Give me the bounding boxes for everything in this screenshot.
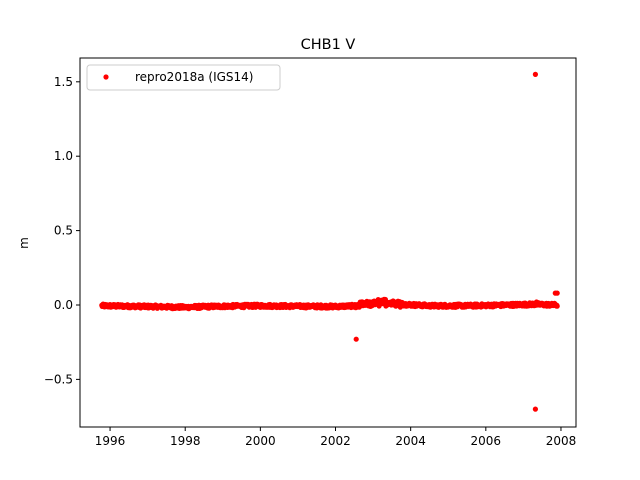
x-axis: 1996 1998 2000 2002 2004 2006 2008 bbox=[95, 427, 576, 448]
plot-frame bbox=[79, 57, 577, 428]
y-tick-label: 1.5 bbox=[54, 75, 73, 89]
x-tick-label: 2004 bbox=[395, 434, 426, 448]
y-tick-label: 1.0 bbox=[54, 149, 73, 163]
legend: repro2018a (IGS14) bbox=[86, 64, 281, 91]
data-point bbox=[533, 299, 540, 305]
data-point bbox=[353, 336, 359, 342]
legend-label: repro2018a (IGS14) bbox=[135, 70, 253, 84]
y-tick-label: 0.5 bbox=[54, 224, 73, 238]
y-tick-label: −0.5 bbox=[44, 372, 73, 386]
legend-box bbox=[86, 64, 281, 91]
data-point bbox=[554, 303, 560, 309]
x-tick-label: 2006 bbox=[471, 434, 502, 448]
x-tick-label: 2008 bbox=[546, 434, 577, 448]
data-points bbox=[99, 71, 560, 412]
x-tick-label: 1996 bbox=[95, 434, 126, 448]
y-axis-label: m bbox=[17, 237, 31, 249]
legend-marker bbox=[103, 74, 109, 80]
y-tick-label: 0.0 bbox=[54, 298, 73, 312]
x-tick-label: 1998 bbox=[170, 434, 201, 448]
data-point bbox=[532, 406, 539, 412]
data-point bbox=[532, 71, 539, 77]
chart-title: CHB1 V bbox=[301, 37, 356, 53]
x-tick-label: 2002 bbox=[320, 434, 351, 448]
x-tick-label: 2000 bbox=[245, 434, 276, 448]
y-axis: −0.5 0.0 0.5 1.0 1.5 bbox=[44, 75, 80, 386]
data-point bbox=[554, 290, 560, 296]
